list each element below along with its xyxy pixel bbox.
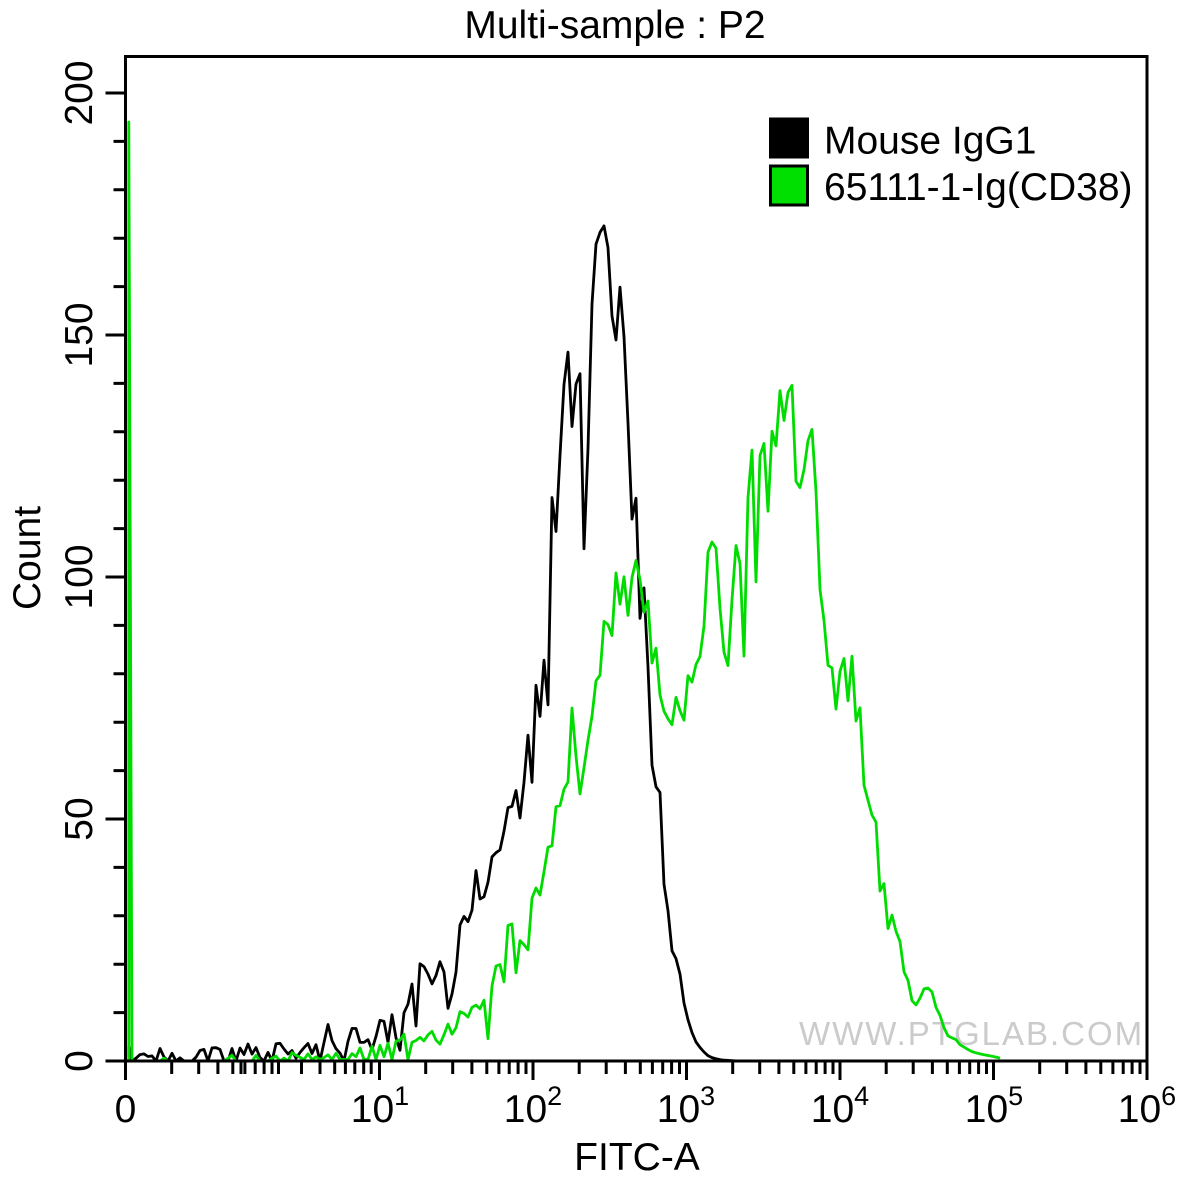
svg-text:150: 150 (58, 302, 101, 367)
svg-text:105: 105 (965, 1081, 1023, 1131)
svg-text:0: 0 (58, 1050, 101, 1072)
svg-text:200: 200 (58, 60, 101, 125)
svg-text:Mouse IgG1: Mouse IgG1 (824, 120, 1036, 163)
svg-text:0: 0 (115, 1088, 137, 1131)
svg-text:Multi-sample : P2: Multi-sample : P2 (464, 4, 765, 47)
svg-text:101: 101 (351, 1081, 409, 1131)
svg-text:50: 50 (58, 797, 101, 840)
svg-text:WWW.PTGLAB.COM: WWW.PTGLAB.COM (799, 1015, 1144, 1052)
svg-text:FITC-A: FITC-A (574, 1136, 700, 1178)
svg-text:Count: Count (6, 506, 49, 610)
svg-text:100: 100 (58, 544, 101, 609)
svg-text:65111-1-Ig(CD38): 65111-1-Ig(CD38) (824, 166, 1133, 209)
